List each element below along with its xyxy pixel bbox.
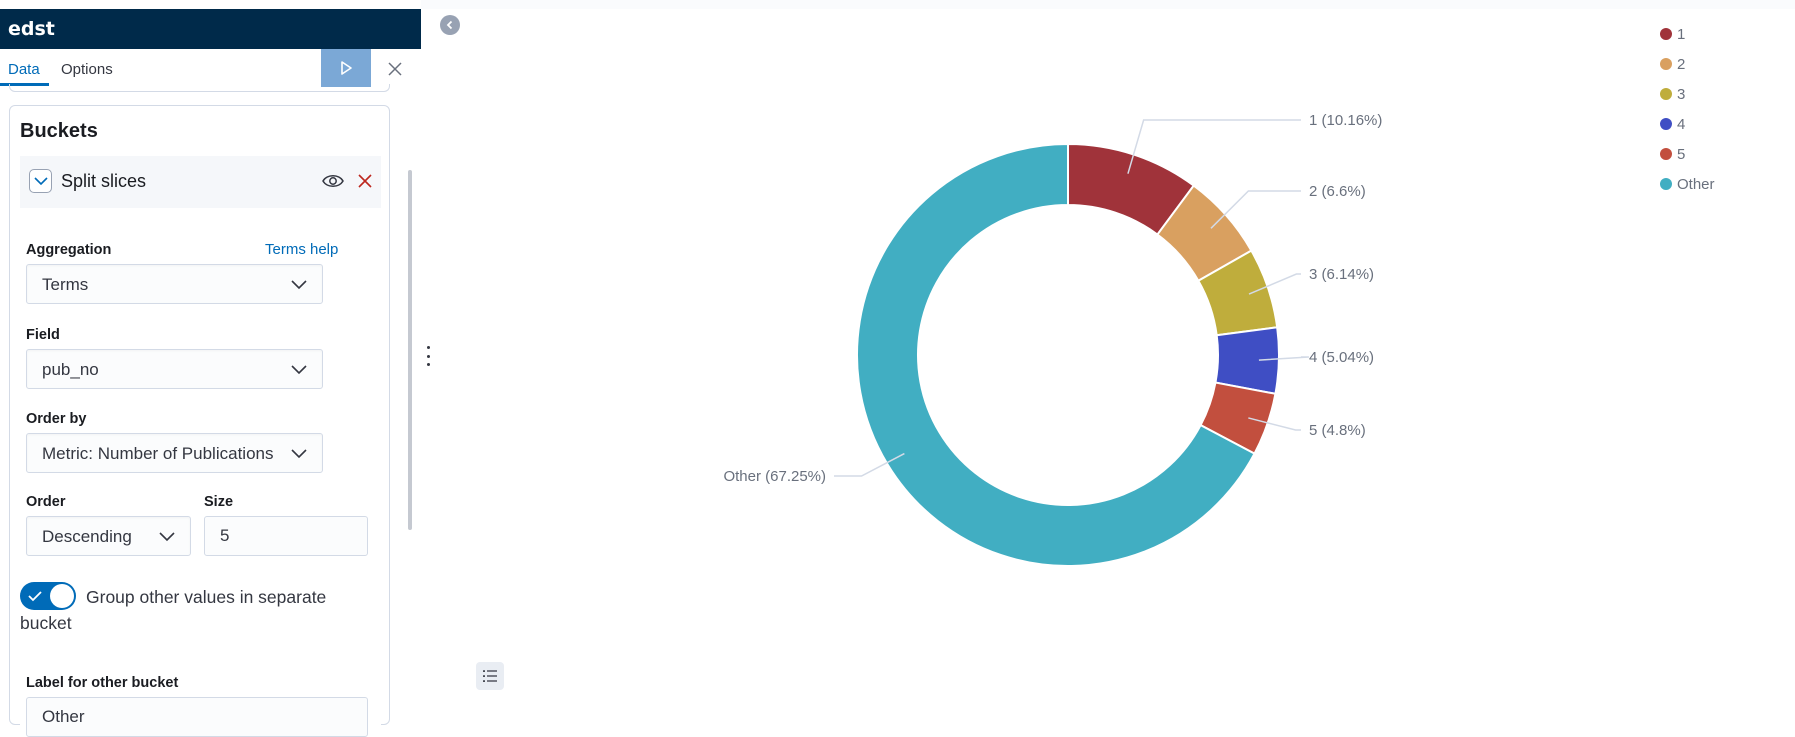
chevron-down-icon — [33, 177, 48, 186]
tab-options[interactable]: Options — [61, 61, 113, 78]
chevron-down-icon — [291, 449, 307, 459]
other-bucket-input[interactable] — [26, 697, 368, 737]
size-label: Size — [204, 494, 234, 510]
order-label: Order — [26, 494, 66, 510]
leader-line-1 — [1127, 119, 1301, 174]
aggregation-title: Split slices — [61, 171, 147, 191]
leader-line-4 — [1258, 356, 1309, 361]
legend-item-3[interactable]: 3 — [1660, 84, 1685, 104]
chevron-down-icon — [291, 365, 307, 375]
group-other-switch[interactable] — [20, 582, 76, 610]
aggregation-select[interactable]: Terms — [26, 264, 323, 304]
size-input[interactable] — [204, 516, 368, 556]
remove-aggregation-icon[interactable] — [356, 172, 374, 190]
order-select[interactable]: Descending — [26, 516, 191, 556]
chevron-left-icon — [446, 20, 453, 30]
legend-dot — [1660, 148, 1672, 160]
collapse-aggregation-button[interactable] — [29, 169, 52, 193]
aggregation-value: Terms — [42, 275, 89, 294]
slice-label-4: 4 (5.04%) — [1309, 349, 1374, 366]
metrics-panel-edge — [9, 84, 390, 92]
aggregation-label: Aggregation — [26, 242, 112, 258]
legend-item-2[interactable]: 2 — [1660, 54, 1685, 74]
leader-line-3 — [1248, 273, 1301, 295]
legend-item-other[interactable]: Other — [1660, 174, 1715, 194]
editor-tabs: Data Options — [0, 49, 421, 87]
play-icon — [341, 61, 352, 75]
other-bucket-field[interactable] — [27, 698, 367, 736]
toggle-legend-button[interactable] — [476, 662, 504, 690]
legend-dot — [1660, 58, 1672, 70]
legend-label: 5 — [1677, 145, 1686, 163]
other-bucket-label: Label for other bucket — [26, 675, 179, 691]
tab-data[interactable]: Data — [8, 61, 40, 78]
legend-label: Other — [1677, 175, 1715, 193]
legend-item-5[interactable]: 5 — [1660, 144, 1685, 164]
eye-icon[interactable] — [322, 172, 344, 190]
legend-label: 3 — [1677, 85, 1686, 103]
legend-dot — [1660, 178, 1672, 190]
discard-changes-button[interactable] — [383, 57, 407, 81]
legend-dot — [1660, 88, 1672, 100]
chevron-down-icon — [291, 280, 307, 290]
leader-line-2 — [1210, 190, 1301, 229]
sidebar-scrollbar[interactable] — [408, 170, 412, 530]
legend-label: 2 — [1677, 55, 1686, 73]
legend-item-4[interactable]: 4 — [1660, 114, 1685, 134]
field-select[interactable]: pub_no — [26, 349, 323, 389]
slice-label-2: 2 (6.6%) — [1309, 183, 1366, 200]
collapse-sidebar-button[interactable] — [440, 15, 460, 35]
pie-slice-other[interactable] — [856, 142, 1256, 567]
resize-handle[interactable] — [426, 346, 430, 366]
slice-label-1: 1 (10.16%) — [1309, 112, 1382, 129]
active-tab-indicator — [0, 83, 49, 86]
index-pattern-title-bar: edst — [0, 9, 421, 49]
slice-label-3: 3 (6.14%) — [1309, 266, 1374, 283]
field-label: Field — [26, 327, 60, 343]
legend-label: 1 — [1677, 25, 1686, 43]
size-field[interactable] — [205, 517, 367, 555]
aggregation-header: Split slices — [20, 156, 381, 208]
legend-dot — [1660, 28, 1672, 40]
order-by-value: Metric: Number of Publications — [42, 444, 274, 463]
order-value: Descending — [42, 527, 132, 546]
slice-label-other: Other (67.25%) — [723, 468, 826, 485]
order-by-select[interactable]: Metric: Number of Publications — [26, 433, 323, 473]
top-strip — [421, 0, 1795, 9]
apply-changes-button[interactable] — [321, 49, 371, 87]
list-icon — [483, 670, 497, 682]
close-icon — [388, 62, 402, 76]
buckets-title: Buckets — [20, 120, 98, 142]
switch-knob — [50, 584, 74, 608]
order-by-label: Order by — [26, 411, 87, 427]
slice-label-5: 5 (4.8%) — [1309, 422, 1366, 439]
check-icon — [28, 591, 42, 602]
index-pattern-title: edst — [8, 18, 55, 40]
leader-line-5 — [1248, 417, 1301, 431]
visualization-area — [465, 9, 1795, 697]
donut-chart: 1 (10.16%) 2 (6.6%) 3 (6.14%) 4 (5.04%) 5 (4… — [723, 112, 1382, 567]
terms-help-link[interactable]: Terms help — [265, 241, 339, 258]
legend-label: 4 — [1677, 115, 1686, 133]
chevron-down-icon — [159, 532, 175, 542]
legend-dot — [1660, 118, 1672, 130]
field-value: pub_no — [42, 360, 99, 379]
leader-line-other — [834, 452, 905, 477]
group-other-label: Group other values in separate bucket — [20, 587, 327, 633]
legend-item-1[interactable]: 1 — [1660, 24, 1685, 44]
